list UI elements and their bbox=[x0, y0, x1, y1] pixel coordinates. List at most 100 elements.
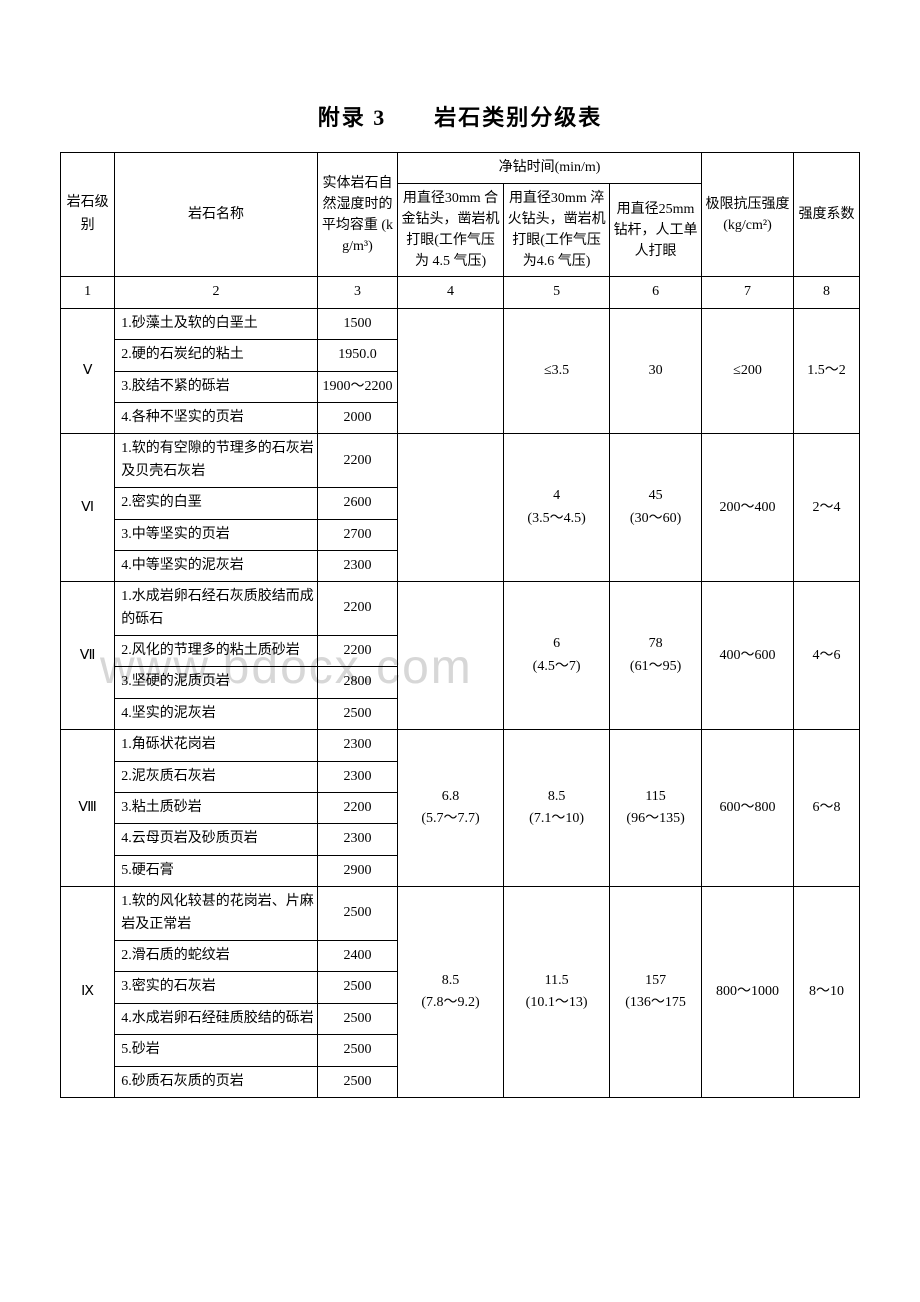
coef-cell: 1.5～2 bbox=[793, 308, 859, 434]
rock-name-cell: 2.硬的石炭纪的粘土 bbox=[115, 340, 318, 371]
index-cell: 5 bbox=[504, 277, 610, 308]
rock-name-cell: 1.软的风化较甚的花岗岩、片麻岩及正常岩 bbox=[115, 887, 318, 941]
header-density: 实体岩石自然湿度时的平均容重 (kg/m³) bbox=[317, 153, 397, 277]
level-cell: Ⅶ bbox=[61, 582, 115, 730]
rock-name-cell: 2.密实的白垩 bbox=[115, 488, 318, 519]
table-row: Ⅴ1.砂藻土及软的白垩土1500≤3.530≤2001.5～2 bbox=[61, 308, 860, 339]
drill2-cell: 8.5(7.1～10) bbox=[504, 730, 610, 887]
table-row: Ⅸ1.软的风化较甚的花岗岩、片麻岩及正常岩25008.5(7.8～9.2)11.… bbox=[61, 887, 860, 941]
header-level: 岩石级别 bbox=[61, 153, 115, 277]
header-drill2: 用直径30mm 淬火钻头，凿岩机打眼(工作气压为4.6 气压) bbox=[504, 184, 610, 277]
drill3-cell: 157(136～175 bbox=[610, 887, 702, 1098]
density-cell: 2300 bbox=[317, 730, 397, 761]
drill3-cell: 78(61～95) bbox=[610, 582, 702, 730]
density-cell: 2300 bbox=[317, 824, 397, 855]
index-cell: 3 bbox=[317, 277, 397, 308]
header-coef: 强度系数 bbox=[793, 153, 859, 277]
pressure-cell: 600～800 bbox=[702, 730, 794, 887]
coef-cell: 8～10 bbox=[793, 887, 859, 1098]
density-cell: 1500 bbox=[317, 308, 397, 339]
rock-name-cell: 3.密实的石灰岩 bbox=[115, 972, 318, 1003]
rock-name-cell: 2.风化的节理多的粘土质砂岩 bbox=[115, 636, 318, 667]
rock-name-cell: 5.砂岩 bbox=[115, 1035, 318, 1066]
pressure-cell: 200～400 bbox=[702, 434, 794, 582]
density-cell: 2500 bbox=[317, 972, 397, 1003]
drill1-cell bbox=[398, 582, 504, 730]
density-cell: 1950.0 bbox=[317, 340, 397, 371]
drill1-cell bbox=[398, 308, 504, 434]
density-cell: 2500 bbox=[317, 887, 397, 941]
rock-name-cell: 1.水成岩卵石经石灰质胶结而成的砾石 bbox=[115, 582, 318, 636]
table-index-row: 1 2 3 4 5 6 7 8 bbox=[61, 277, 860, 308]
density-cell: 2200 bbox=[317, 636, 397, 667]
density-cell: 2200 bbox=[317, 793, 397, 824]
density-cell: 1900～2200 bbox=[317, 371, 397, 402]
density-cell: 2500 bbox=[317, 1035, 397, 1066]
density-cell: 2500 bbox=[317, 1066, 397, 1097]
table-row: Ⅵ1.软的有空隙的节理多的石灰岩及贝壳石灰岩22004(3.5～4.5)45(3… bbox=[61, 434, 860, 488]
drill1-cell: 6.8(5.7～7.7) bbox=[398, 730, 504, 887]
rock-name-cell: 2.滑石质的蛇纹岩 bbox=[115, 940, 318, 971]
drill3-cell: 45(30～60) bbox=[610, 434, 702, 582]
rock-name-cell: 3.胶结不紧的砾岩 bbox=[115, 371, 318, 402]
pressure-cell: 400～600 bbox=[702, 582, 794, 730]
index-cell: 2 bbox=[115, 277, 318, 308]
drill3-cell: 30 bbox=[610, 308, 702, 434]
drill2-cell: 4(3.5～4.5) bbox=[504, 434, 610, 582]
density-cell: 2700 bbox=[317, 519, 397, 550]
table-header-row: 岩石级别 岩石名称 实体岩石自然湿度时的平均容重 (kg/m³) 净钻时间(mi… bbox=[61, 153, 860, 184]
drill2-cell: 11.5(10.1～13) bbox=[504, 887, 610, 1098]
pressure-cell: 800～1000 bbox=[702, 887, 794, 1098]
rock-name-cell: 3.坚硬的泥质页岩 bbox=[115, 667, 318, 698]
density-cell: 2300 bbox=[317, 761, 397, 792]
index-cell: 7 bbox=[702, 277, 794, 308]
rock-name-cell: 4.中等坚实的泥灰岩 bbox=[115, 550, 318, 581]
header-drill1: 用直径30mm 合金钻头，凿岩机打眼(工作气压为 4.5 气压) bbox=[398, 184, 504, 277]
density-cell: 2900 bbox=[317, 855, 397, 886]
coef-cell: 4～6 bbox=[793, 582, 859, 730]
level-cell: Ⅵ bbox=[61, 434, 115, 582]
rock-name-cell: 1.软的有空隙的节理多的石灰岩及贝壳石灰岩 bbox=[115, 434, 318, 488]
density-cell: 2300 bbox=[317, 550, 397, 581]
rock-name-cell: 4.云母页岩及砂质页岩 bbox=[115, 824, 318, 855]
rock-name-cell: 3.粘土质砂岩 bbox=[115, 793, 318, 824]
rock-name-cell: 5.硬石膏 bbox=[115, 855, 318, 886]
rock-classification-table: 岩石级别 岩石名称 实体岩石自然湿度时的平均容重 (kg/m³) 净钻时间(mi… bbox=[60, 152, 860, 1098]
rock-name-cell: 2.泥灰质石灰岩 bbox=[115, 761, 318, 792]
coef-cell: 6～8 bbox=[793, 730, 859, 887]
coef-cell: 2～4 bbox=[793, 434, 859, 582]
density-cell: 2800 bbox=[317, 667, 397, 698]
rock-name-cell: 4.水成岩卵石经硅质胶结的砾岩 bbox=[115, 1003, 318, 1034]
level-cell: Ⅷ bbox=[61, 730, 115, 887]
index-cell: 1 bbox=[61, 277, 115, 308]
table-row: Ⅶ1.水成岩卵石经石灰质胶结而成的砾石22006(4.5～7)78(61～95)… bbox=[61, 582, 860, 636]
index-cell: 4 bbox=[398, 277, 504, 308]
density-cell: 2000 bbox=[317, 402, 397, 433]
index-cell: 6 bbox=[610, 277, 702, 308]
level-cell: Ⅸ bbox=[61, 887, 115, 1098]
rock-name-cell: 1.砂藻土及软的白垩土 bbox=[115, 308, 318, 339]
table-row: Ⅷ1.角砾状花岗岩23006.8(5.7～7.7)8.5(7.1～10)115(… bbox=[61, 730, 860, 761]
drill1-cell bbox=[398, 434, 504, 582]
header-name: 岩石名称 bbox=[115, 153, 318, 277]
density-cell: 2600 bbox=[317, 488, 397, 519]
page-title: 附录 3 岩石类别分级表 bbox=[60, 100, 860, 132]
density-cell: 2500 bbox=[317, 1003, 397, 1034]
rock-name-cell: 1.角砾状花岗岩 bbox=[115, 730, 318, 761]
header-pressure: 极限抗压强度(kg/cm²) bbox=[702, 153, 794, 277]
level-cell: Ⅴ bbox=[61, 308, 115, 434]
header-drill3: 用直径25mm 钻杆，人工单人打眼 bbox=[610, 184, 702, 277]
density-cell: 2200 bbox=[317, 582, 397, 636]
rock-name-cell: 3.中等坚实的页岩 bbox=[115, 519, 318, 550]
density-cell: 2400 bbox=[317, 940, 397, 971]
rock-name-cell: 4.各种不坚实的页岩 bbox=[115, 402, 318, 433]
drill2-cell: 6(4.5～7) bbox=[504, 582, 610, 730]
drill3-cell: 115(96～135) bbox=[610, 730, 702, 887]
drill1-cell: 8.5(7.8～9.2) bbox=[398, 887, 504, 1098]
pressure-cell: ≤200 bbox=[702, 308, 794, 434]
rock-name-cell: 4.坚实的泥灰岩 bbox=[115, 698, 318, 729]
drill2-cell: ≤3.5 bbox=[504, 308, 610, 434]
header-drill-group: 净钻时间(min/m) bbox=[398, 153, 702, 184]
density-cell: 2200 bbox=[317, 434, 397, 488]
index-cell: 8 bbox=[793, 277, 859, 308]
